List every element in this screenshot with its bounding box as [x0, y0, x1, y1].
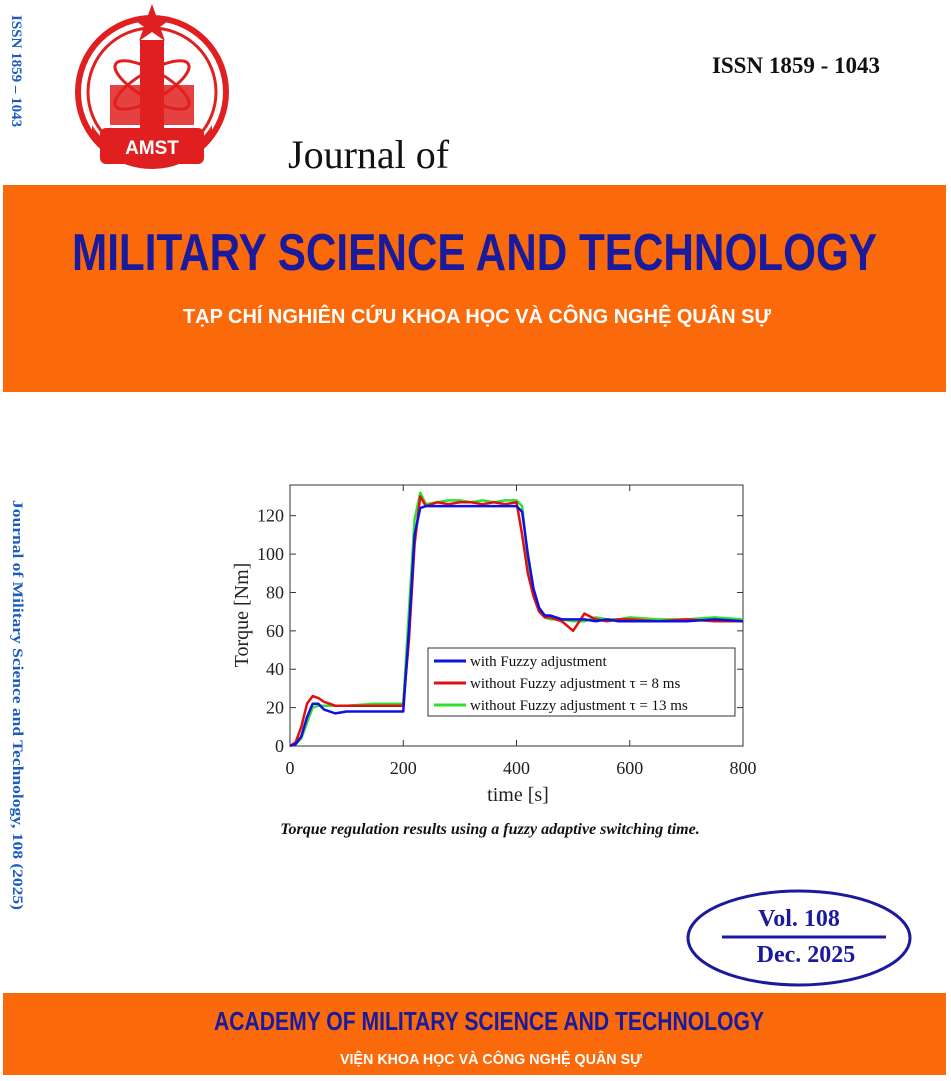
side-citation: Journal of Military Science and Technolo…	[9, 500, 25, 910]
x-tick-label: 200	[390, 758, 417, 778]
legend-box	[427, 647, 736, 717]
y-tick-label: 40	[266, 659, 284, 679]
series-line	[289, 504, 744, 748]
y-tick-label: 0	[275, 736, 284, 756]
x-tick-label: 800	[730, 758, 757, 778]
caption: Torque regulation results using a fuzzy …	[280, 821, 699, 838]
logo: AMST	[75, 4, 229, 169]
x-tick-label: 0	[286, 758, 295, 778]
journal-of: Journal of	[288, 132, 450, 177]
header-band	[3, 185, 946, 392]
y-tick-label: 60	[266, 621, 284, 641]
y-axis-title: Torque [Nm]	[231, 563, 253, 668]
y-tick-label: 100	[257, 544, 284, 564]
publisher-vn: VIỆN KHOA HỌC VÀ CÔNG NGHỆ QUÂN SỰ	[340, 1050, 643, 1068]
title: MILITARY SCIENCE AND TECHNOLOGY	[72, 224, 877, 282]
legend-label: without Fuzzy adjustment τ = 13 ms	[470, 698, 688, 714]
y-tick-label: 80	[266, 582, 284, 602]
x-tick-label: 400	[503, 758, 530, 778]
footer-band	[3, 993, 946, 1075]
volume-badge: Vol. 108 Dec. 2025	[686, 889, 912, 987]
x-tick-label: 600	[616, 758, 643, 778]
y-tick-label: 20	[266, 698, 284, 718]
subtitle: TẠP CHÍ NGHIÊN CỨU KHOA HỌC VÀ CÔNG NGHỆ…	[183, 304, 771, 328]
logo-text: AMST	[125, 138, 179, 159]
side-issn: ISSN 1859 – 1043	[8, 15, 24, 127]
publisher: ACADEMY OF MILITARY SCIENCE AND TECHNOLO…	[214, 1006, 764, 1036]
volume: Vol. 108	[758, 906, 840, 932]
x-axis-title: time [s]	[487, 784, 549, 806]
series-line	[289, 491, 744, 748]
issn: ISSN 1859 - 1043	[712, 53, 880, 78]
y-tick-label: 120	[257, 506, 284, 526]
date: Dec. 2025	[757, 942, 856, 968]
legend-label: without Fuzzy adjustment τ = 8 ms	[470, 676, 680, 692]
chart: time [s] Torque [Nm] 0 200 400 600 800 0 20 40 6…	[231, 484, 757, 806]
legend-label: with Fuzzy adjustment	[470, 654, 607, 670]
